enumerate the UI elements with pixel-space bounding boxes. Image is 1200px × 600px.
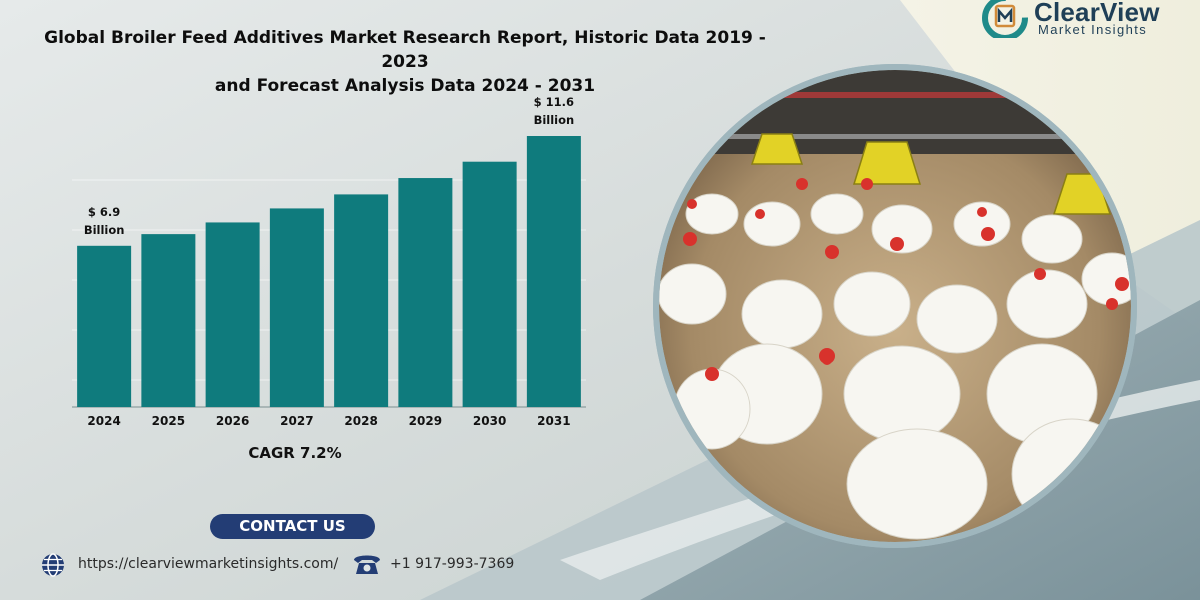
data-label-2031-value: $ 11.6 <box>534 95 574 109</box>
logo-name: ClearView <box>1034 0 1160 27</box>
x-tick-label-2026: 2026 <box>216 414 249 428</box>
broiler-chickens-photo <box>653 64 1137 548</box>
bar-2024 <box>77 245 132 407</box>
data-label-2024-value: $ 6.9 <box>88 205 120 219</box>
cagr-label: CAGR 7.2% <box>248 444 342 462</box>
bar-2030 <box>462 161 517 407</box>
bar-2028 <box>334 194 389 407</box>
logo-subtitle: Market Insights <box>1038 22 1148 37</box>
x-tick-label-2028: 2028 <box>344 414 377 428</box>
phone-link[interactable]: +1 917-993-7369 <box>352 552 552 576</box>
bar-2029 <box>398 178 453 407</box>
x-tick-label-2025: 2025 <box>152 414 185 428</box>
bar-2031 <box>526 136 581 407</box>
x-tick-label-2029: 2029 <box>409 414 442 428</box>
title-line-2: and Forecast Analysis Data 2024 - 2031 <box>214 76 596 96</box>
website-link[interactable]: https://clearviewmarketinsights.com/ <box>40 552 360 577</box>
bar-2026 <box>205 222 260 407</box>
page-title: Global Broiler Feed Additives Market Res… <box>20 26 790 98</box>
bar-2025 <box>141 234 196 407</box>
contact-us-button[interactable]: CONTACT US <box>210 514 375 539</box>
telephone-icon <box>354 555 380 574</box>
title-line-1: Global Broiler Feed Additives Market Res… <box>44 28 766 72</box>
x-tick-label-2030: 2030 <box>473 414 506 428</box>
x-tick-label-2024: 2024 <box>87 414 120 428</box>
x-tick-label-2027: 2027 <box>280 414 313 428</box>
globe-icon <box>42 553 64 577</box>
data-label-2024-unit: Billion <box>84 223 125 237</box>
bar-chart: 2024 $ 6.9 Billion 2025 2026 2027 2028 2029 2030… <box>72 95 586 428</box>
phone-text: +1 917-993-7369 <box>390 556 515 572</box>
clearview-logo-icon <box>982 0 1028 38</box>
data-label-2031-unit: Billion <box>534 113 575 127</box>
clearview-logo: ClearView Market Insights <box>976 0 1200 44</box>
website-text: https://clearviewmarketinsights.com/ <box>78 556 339 572</box>
x-tick-label-2031: 2031 <box>537 414 570 428</box>
bar-2027 <box>269 208 324 407</box>
